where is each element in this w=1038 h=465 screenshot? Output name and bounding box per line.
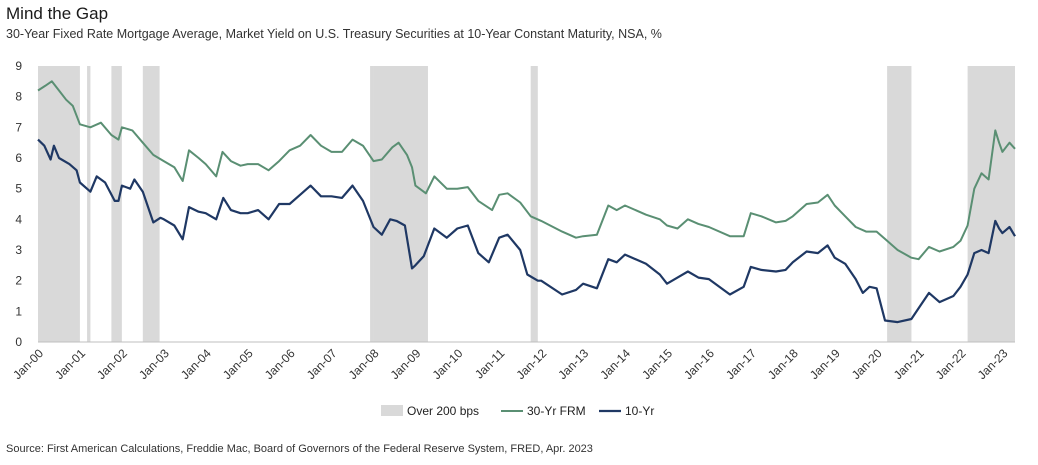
x-tick-label: Jan-13	[555, 346, 591, 382]
x-tick-label: Jan-22	[933, 346, 969, 382]
y-axis: 0 1 2 3 4 5 6 7 8 9	[15, 59, 1015, 349]
shaded-period	[142, 66, 160, 342]
x-tick-label: Jan-05	[220, 346, 256, 382]
y-tick-label: 8	[15, 90, 22, 104]
x-axis: Jan-00 Jan-01 Jan-02 Jan-03 Jan-04 Jan-05 Jan-…	[10, 346, 1010, 382]
x-tick-label: Jan-07	[304, 346, 340, 382]
x-tick-label: Jan-21	[891, 346, 927, 382]
y-tick-label: 9	[15, 59, 22, 73]
shaded-period	[38, 66, 80, 342]
legend-swatch-over-200-bps	[381, 405, 403, 416]
y-tick-label: 3	[15, 243, 22, 257]
x-tick-label: Jan-03	[136, 346, 172, 382]
x-tick-label: Jan-02	[94, 346, 130, 382]
chart-subtitle: 30-Year Fixed Rate Mortgage Average, Mar…	[6, 27, 662, 41]
shaded-period	[373, 66, 428, 342]
x-tick-label: Jan-01	[52, 346, 88, 382]
source-note: Source: First American Calculations, Fre…	[6, 443, 593, 455]
legend-label: 30-Yr FRM	[527, 404, 586, 418]
x-tick-label: Jan-20	[849, 346, 885, 382]
x-tick-label: Jan-11	[472, 346, 507, 381]
y-tick-label: 6	[15, 151, 22, 165]
chart-title: Mind the Gap	[6, 4, 109, 23]
x-tick-label: Jan-19	[807, 346, 843, 382]
x-tick-label: Jan-10	[430, 346, 466, 382]
shaded-period	[967, 66, 1015, 342]
x-tick-label: Jan-16	[681, 346, 717, 382]
shaded-period	[370, 66, 374, 342]
x-tick-label: Jan-00	[10, 346, 46, 382]
shaded-periods	[38, 66, 1015, 342]
x-tick-label: Jan-17	[723, 346, 759, 382]
series-lines	[37, 80, 1016, 324]
y-tick-label: 2	[15, 274, 22, 288]
y-tick-label: 0	[15, 335, 22, 349]
x-tick-label: Jan-18	[765, 346, 801, 382]
series-line-30yr-frm	[37, 80, 1016, 261]
x-tick-label: Jan-23	[975, 346, 1011, 382]
legend-label: Over 200 bps	[407, 404, 479, 418]
y-tick-label: 7	[15, 120, 22, 134]
x-tick-label: Jan-04	[178, 346, 214, 382]
legend-label: 10-Yr	[625, 404, 654, 418]
y-tick-label: 1	[15, 304, 22, 318]
x-tick-label: Jan-08	[346, 346, 382, 382]
x-tick-label: Jan-12	[513, 346, 549, 382]
shaded-period	[530, 66, 538, 342]
y-tick-label: 5	[15, 182, 22, 196]
legend: Over 200 bps 30-Yr FRM 10-Yr	[381, 404, 654, 418]
x-tick-label: Jan-06	[262, 346, 298, 382]
shaded-period	[87, 66, 91, 342]
shaded-period	[111, 66, 122, 342]
shaded-period	[887, 66, 912, 342]
x-tick-label: Jan-09	[388, 346, 424, 382]
y-tick-label: 4	[15, 212, 22, 226]
x-tick-label: Jan-14	[597, 346, 633, 382]
series-line-10yr	[37, 138, 1016, 324]
x-tick-label: Jan-15	[639, 346, 675, 382]
